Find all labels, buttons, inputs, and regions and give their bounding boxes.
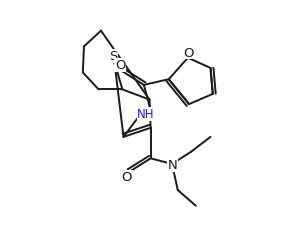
Text: O: O — [122, 171, 132, 184]
Text: S: S — [109, 50, 118, 63]
Text: N: N — [168, 158, 177, 171]
Text: O: O — [183, 46, 194, 59]
Text: NH: NH — [137, 108, 155, 121]
Text: O: O — [115, 59, 125, 72]
